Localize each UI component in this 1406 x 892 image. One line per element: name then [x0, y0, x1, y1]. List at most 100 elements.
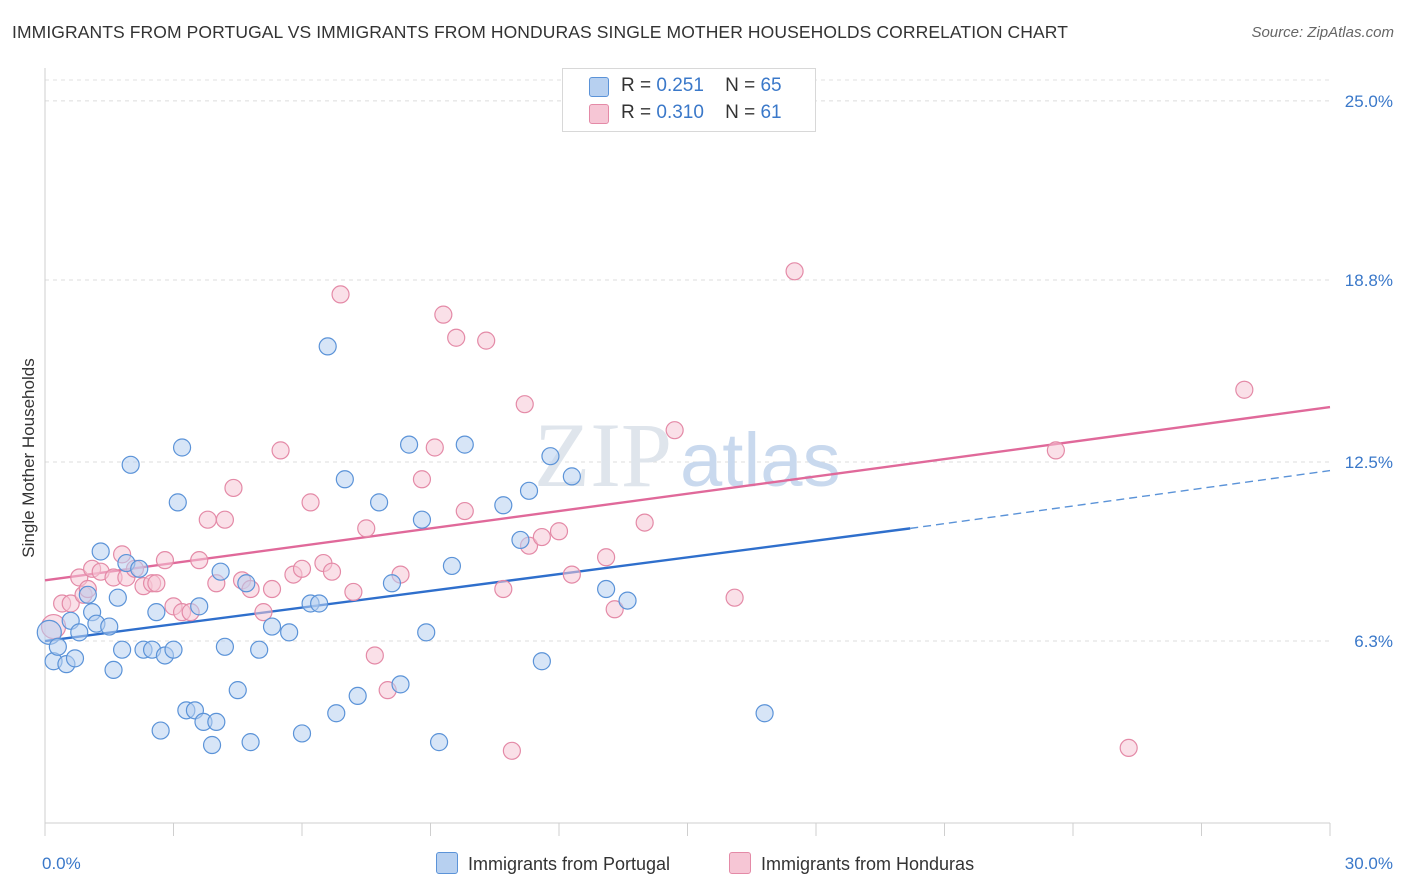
y-tick-label: 18.8%: [1345, 271, 1393, 290]
honduras-point: [562, 565, 581, 584]
honduras-point: [190, 551, 209, 570]
honduras-point: [434, 305, 453, 324]
honduras-point: [262, 579, 282, 599]
portugal-point: [211, 562, 230, 581]
portugal-point: [70, 623, 89, 642]
portugal-point: [455, 435, 474, 454]
portugal-point: [172, 438, 192, 457]
watermark-atlas: atlas: [680, 418, 841, 503]
honduras-point: [412, 470, 432, 489]
legend-n-label: N =: [725, 102, 756, 123]
portugal-point: [382, 574, 402, 593]
portugal-point: [412, 510, 432, 529]
honduras-point: [147, 574, 166, 593]
portugal-point: [168, 493, 187, 512]
honduras-point: [635, 513, 654, 532]
portugal-point: [78, 585, 97, 604]
trend-lines: [44, 405, 1331, 643]
portugal-point: [519, 481, 539, 500]
portugal-point: [370, 493, 389, 512]
honduras-point: [785, 262, 804, 281]
portugal-point: [241, 733, 260, 752]
portugal-point: [207, 712, 226, 732]
honduras-point: [224, 478, 243, 498]
honduras-point: [1235, 380, 1254, 399]
legend-r-value-honduras: 0.310: [656, 102, 704, 123]
portugal-point: [130, 559, 149, 578]
portugal-trend-line: [44, 527, 911, 643]
correlation-legend: R = 0.251 N = 65 R = 0.310 N = 61: [562, 68, 816, 132]
portugal-point: [417, 623, 436, 642]
portugal-point: [442, 556, 462, 576]
portugal-point: [215, 637, 234, 656]
honduras-point: [365, 646, 384, 665]
honduras-point: [597, 548, 616, 567]
honduras-point: [425, 438, 444, 457]
honduras-point: [1046, 441, 1065, 460]
legend-n-value-portugal: 65: [760, 75, 782, 96]
honduras-point: [331, 285, 350, 304]
portugal-point: [494, 496, 513, 515]
source-label: Source: ZipAtlas.com: [1251, 24, 1394, 41]
honduras-point: [271, 441, 290, 460]
honduras-point: [502, 741, 521, 760]
y-tick-label: 25.0%: [1345, 92, 1393, 111]
portugal-point: [399, 435, 419, 454]
portugal-point: [121, 455, 140, 474]
honduras-point: [447, 328, 466, 347]
honduras-point: [515, 395, 534, 414]
portugal-point: [310, 594, 329, 613]
portugal-point: [318, 337, 337, 356]
legend-r-label: R =: [621, 75, 652, 96]
portugal-point: [164, 640, 183, 659]
honduras-point: [301, 493, 320, 512]
axes: [44, 68, 1331, 836]
portugal-point: [65, 649, 85, 668]
honduras-point: [292, 559, 312, 578]
x-tick-label: 0.0%: [42, 854, 81, 873]
honduras-point: [532, 527, 551, 547]
honduras-point: [494, 579, 513, 599]
bottom-legend-portugal: Immigrants from Portugal: [436, 852, 670, 875]
portugal-point: [91, 542, 110, 561]
portugal-point: [262, 617, 282, 636]
portugal-point: [755, 704, 774, 723]
chart-title: IMMIGRANTS FROM PORTUGAL VS IMMIGRANTS F…: [12, 22, 1069, 42]
portugal-point: [532, 652, 551, 671]
portugal-point: [348, 686, 367, 706]
portugal-point: [597, 579, 616, 599]
legend-n-value-honduras: 61: [760, 102, 782, 123]
honduras-legend-icon: [729, 852, 751, 874]
honduras-point: [455, 501, 474, 521]
honduras-point: [1119, 738, 1138, 758]
portugal-point: [562, 467, 581, 486]
portugal-point: [151, 721, 170, 740]
portugal-point: [391, 675, 410, 694]
portugal-point: [511, 530, 530, 550]
portugal-point: [429, 733, 449, 752]
honduras-point: [215, 510, 234, 529]
portugal-point: [292, 724, 312, 743]
honduras-swatch-icon: [589, 104, 609, 124]
bottom-legend-honduras: Immigrants from Honduras: [729, 852, 974, 875]
y-axis-label: Single Mother Households: [19, 358, 38, 557]
x-tick-label: 30.0%: [1345, 854, 1393, 873]
legend-r-value-portugal: 0.251: [656, 75, 704, 96]
tick-labels: 6.3% 12.5% 18.8% 25.0% 0.0% 30.0%: [42, 92, 1393, 873]
portugal-point: [108, 588, 127, 607]
portugal-point: [202, 735, 222, 755]
y-tick-label: 12.5%: [1345, 453, 1393, 472]
honduras-point: [155, 551, 175, 570]
honduras-point: [725, 588, 744, 607]
legend-label-honduras: Immigrants from Honduras: [761, 854, 975, 874]
honduras-point: [198, 510, 217, 529]
portugal-point: [48, 637, 67, 656]
honduras-trend-line: [44, 405, 1331, 582]
honduras-point: [254, 603, 273, 622]
portugal-point: [237, 574, 256, 593]
honduras-point: [549, 522, 569, 541]
portugal-point: [147, 603, 166, 622]
honduras-point: [322, 562, 342, 581]
portugal-legend-icon: [436, 852, 458, 874]
